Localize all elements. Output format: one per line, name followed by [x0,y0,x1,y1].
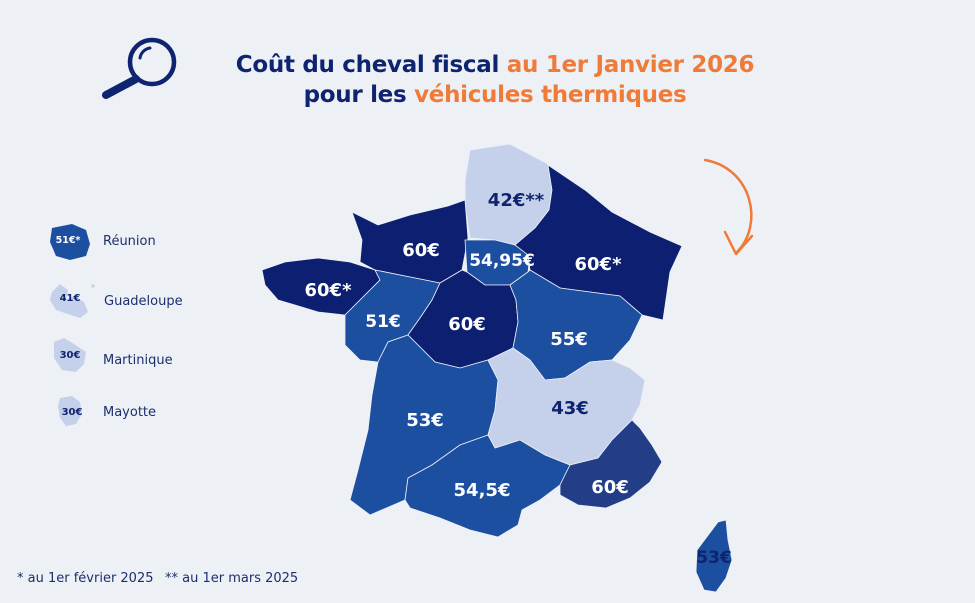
label-paca: 60€ [591,477,629,498]
region-paca [559,419,663,509]
title-accent-1: au 1er Janvier 2026 [506,52,755,78]
magnifying-glass-icon [102,37,177,99]
footnote-single-star: * au 1er février 2025 [17,571,154,586]
label-guadeloupe: 41€ [60,293,81,304]
region-corse [695,519,733,593]
legend-martinique: Martinique [103,353,173,368]
label-reunion: 51€* [56,235,81,246]
title-line-2: pour les véhicules thermiques [200,80,790,110]
title-accent-2: véhicules thermiques [414,82,687,108]
legend-guadeloupe: Guadeloupe [104,294,183,309]
label-corse: 53€ [696,548,732,568]
label-pays-de-la-loire: 51€ [365,312,401,332]
legend-reunion: Réunion [103,234,156,249]
label-martinique: 30€ [60,350,81,361]
overseas-reunion: 51€* [50,224,90,260]
label-normandie: 60€ [402,240,440,261]
title-line-1: Coût du cheval fiscal au 1er Janvier 202… [200,50,790,80]
title-main-1: Coût du cheval fiscal [235,52,500,78]
legend-mayotte: Mayotte [103,405,157,420]
label-bourgogne-franche-comte: 55€ [550,329,588,350]
label-occitanie: 54,5€ [454,480,511,501]
label-bretagne: 60€* [305,280,353,301]
label-nouvelle-aquitaine: 53€ [406,410,444,431]
label-ile-de-france: 54,95€ [469,251,535,271]
overseas-guadeloupe: 41€ [50,284,95,318]
label-grand-est: 60€* [575,254,623,275]
page-title: Coût du cheval fiscal au 1er Janvier 202… [200,50,790,110]
label-centre-val-de-loire: 60€ [448,314,486,335]
label-hauts-de-france: 42€** [488,190,545,211]
footnote-double-star: ** au 1er mars 2025 [165,571,299,586]
label-auvergne-rhone-alpes: 43€ [551,398,589,419]
title-main-2: pour les [303,82,407,108]
curved-arrow-icon [703,158,754,256]
label-mayotte: 30€ [62,407,83,418]
overseas-martinique: 30€ [54,338,86,372]
overseas-mayotte: 30€ [58,396,82,426]
